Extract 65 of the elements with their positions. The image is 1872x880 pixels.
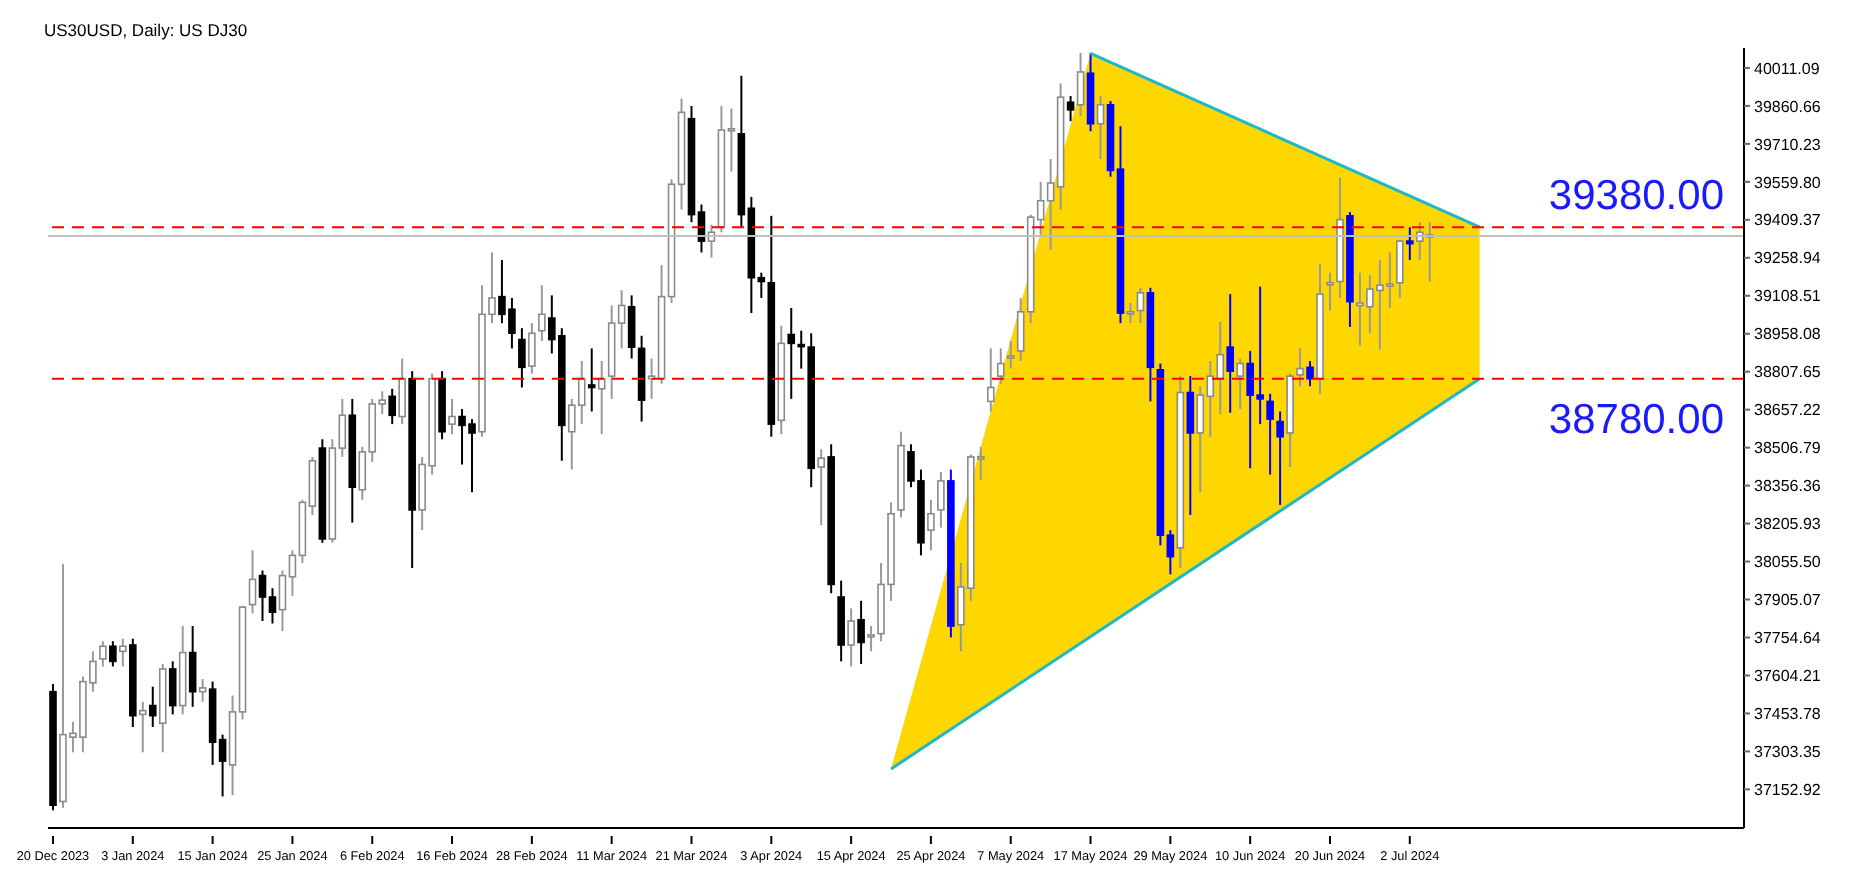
candlestick	[847, 607, 855, 668]
y-tick-label: 38205.93	[1754, 515, 1822, 534]
candlestick	[1236, 357, 1244, 410]
ref-line-label: 38780.00	[1548, 396, 1724, 443]
candlestick	[138, 700, 147, 754]
candlestick	[1066, 94, 1075, 123]
candlestick	[1096, 94, 1105, 161]
candlestick	[787, 307, 796, 400]
candlestick	[587, 347, 596, 413]
candlestick	[927, 498, 935, 552]
candlestick	[1226, 293, 1235, 414]
chart-title: US30USD, Daily: US DJ30	[44, 20, 248, 40]
y-tick-label: 39108.51	[1754, 287, 1822, 306]
y-tick-label: 39258.94	[1754, 249, 1822, 268]
candlestick	[1126, 301, 1135, 325]
candlestick	[109, 640, 117, 668]
candlestick	[528, 322, 536, 375]
candlestick	[1276, 410, 1284, 506]
candlestick	[388, 387, 396, 426]
candlestick	[1006, 339, 1015, 370]
y-tick-label: 38958.08	[1754, 325, 1822, 344]
candlestick	[1326, 271, 1334, 312]
y-tick-label: 38807.65	[1754, 363, 1822, 382]
candlestick	[198, 678, 207, 703]
candlestick	[597, 360, 606, 436]
y-tick-label: 40011.09	[1754, 59, 1821, 78]
y-tick-label: 39860.66	[1754, 97, 1822, 116]
ref-line-label: 39380.00	[1548, 173, 1724, 220]
candlestick	[996, 347, 1005, 385]
y-tick-label: 39559.80	[1754, 173, 1822, 192]
candlestick	[1306, 360, 1314, 388]
y-tick-label: 38055.50	[1754, 553, 1822, 572]
candlestick	[188, 625, 197, 708]
candlestick	[837, 579, 845, 663]
candlestick	[627, 294, 636, 360]
candlestick	[1406, 226, 1414, 262]
candlestick	[538, 284, 546, 342]
candlestick	[986, 347, 995, 413]
y-tick-label: 39409.37	[1754, 211, 1822, 230]
candlestick	[1186, 375, 1195, 516]
candlestick	[1266, 392, 1274, 476]
y-tick-label: 38356.36	[1754, 477, 1822, 496]
candlestick	[817, 448, 825, 527]
candlestick	[148, 685, 157, 729]
candlestick	[168, 660, 177, 716]
candlestick	[937, 471, 945, 529]
y-tick-label: 37604.21	[1754, 667, 1822, 686]
candlestick	[248, 549, 257, 615]
y-tick-label: 37905.07	[1754, 591, 1822, 610]
candlestick	[1076, 52, 1085, 118]
candlestick	[119, 637, 127, 668]
candlestick	[99, 640, 107, 668]
candlestick	[398, 357, 406, 426]
candlestick	[1136, 286, 1145, 325]
candlestick	[867, 625, 875, 653]
y-tick-label: 39710.23	[1754, 135, 1822, 154]
y-tick-label: 38506.79	[1754, 439, 1822, 458]
candlestick	[448, 397, 456, 436]
candlestick	[857, 599, 865, 665]
y-tick-label: 37453.78	[1754, 705, 1822, 724]
y-tick-label: 37152.92	[1754, 781, 1822, 800]
y-tick-label: 37754.64	[1754, 629, 1822, 648]
candlestick	[518, 327, 526, 389]
y-tick-label: 37303.35	[1754, 743, 1822, 762]
y-tick-label: 38657.22	[1754, 401, 1822, 420]
